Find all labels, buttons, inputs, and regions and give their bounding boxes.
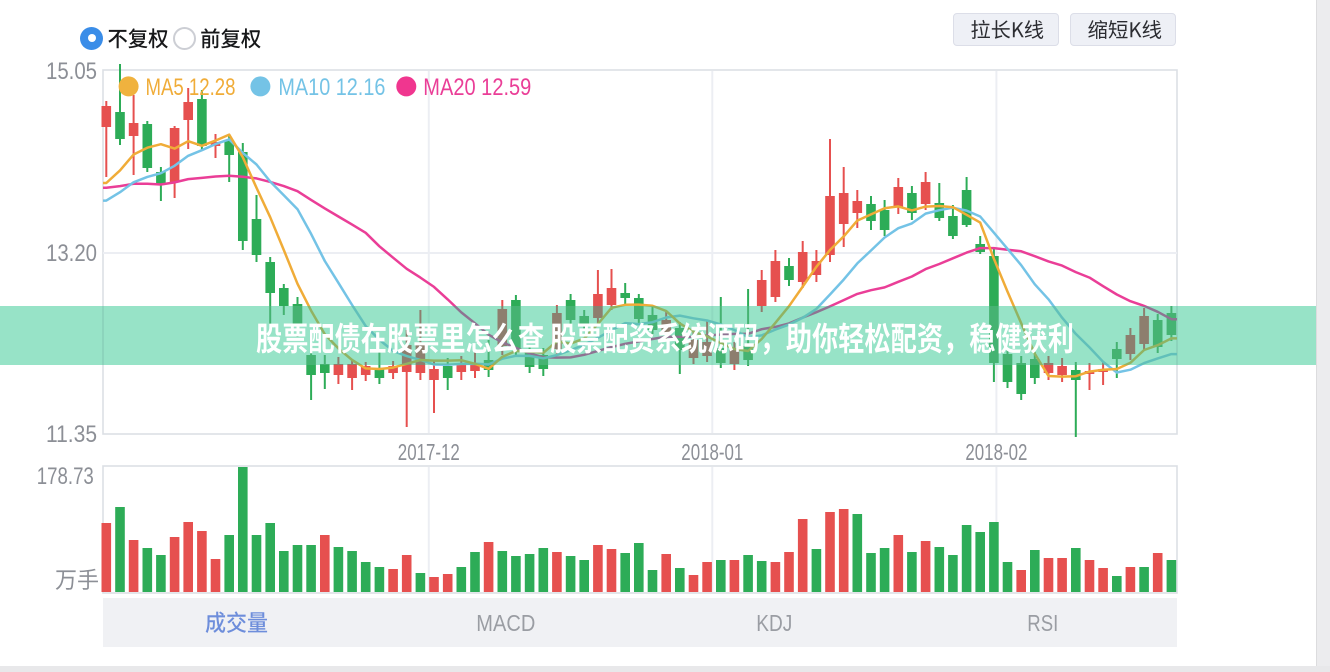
svg-text:13.20: 13.20 [46, 240, 97, 267]
svg-text:2017-12: 2017-12 [398, 439, 460, 465]
svg-text:11.35: 11.35 [46, 421, 97, 448]
svg-text:KDJ: KDJ [756, 610, 792, 636]
svg-text:MACD: MACD [476, 610, 535, 636]
svg-text:15.05: 15.05 [46, 58, 97, 85]
svg-text:MA20 12.59: MA20 12.59 [423, 74, 531, 101]
svg-text:2018-02: 2018-02 [965, 439, 1027, 465]
svg-text:2018-01: 2018-01 [681, 439, 743, 465]
svg-text:MA10 12.16: MA10 12.16 [278, 74, 385, 101]
svg-text:178.73: 178.73 [37, 463, 94, 490]
svg-text:RSI: RSI [1027, 610, 1058, 636]
svg-text:MA5 12.28: MA5 12.28 [146, 74, 236, 101]
